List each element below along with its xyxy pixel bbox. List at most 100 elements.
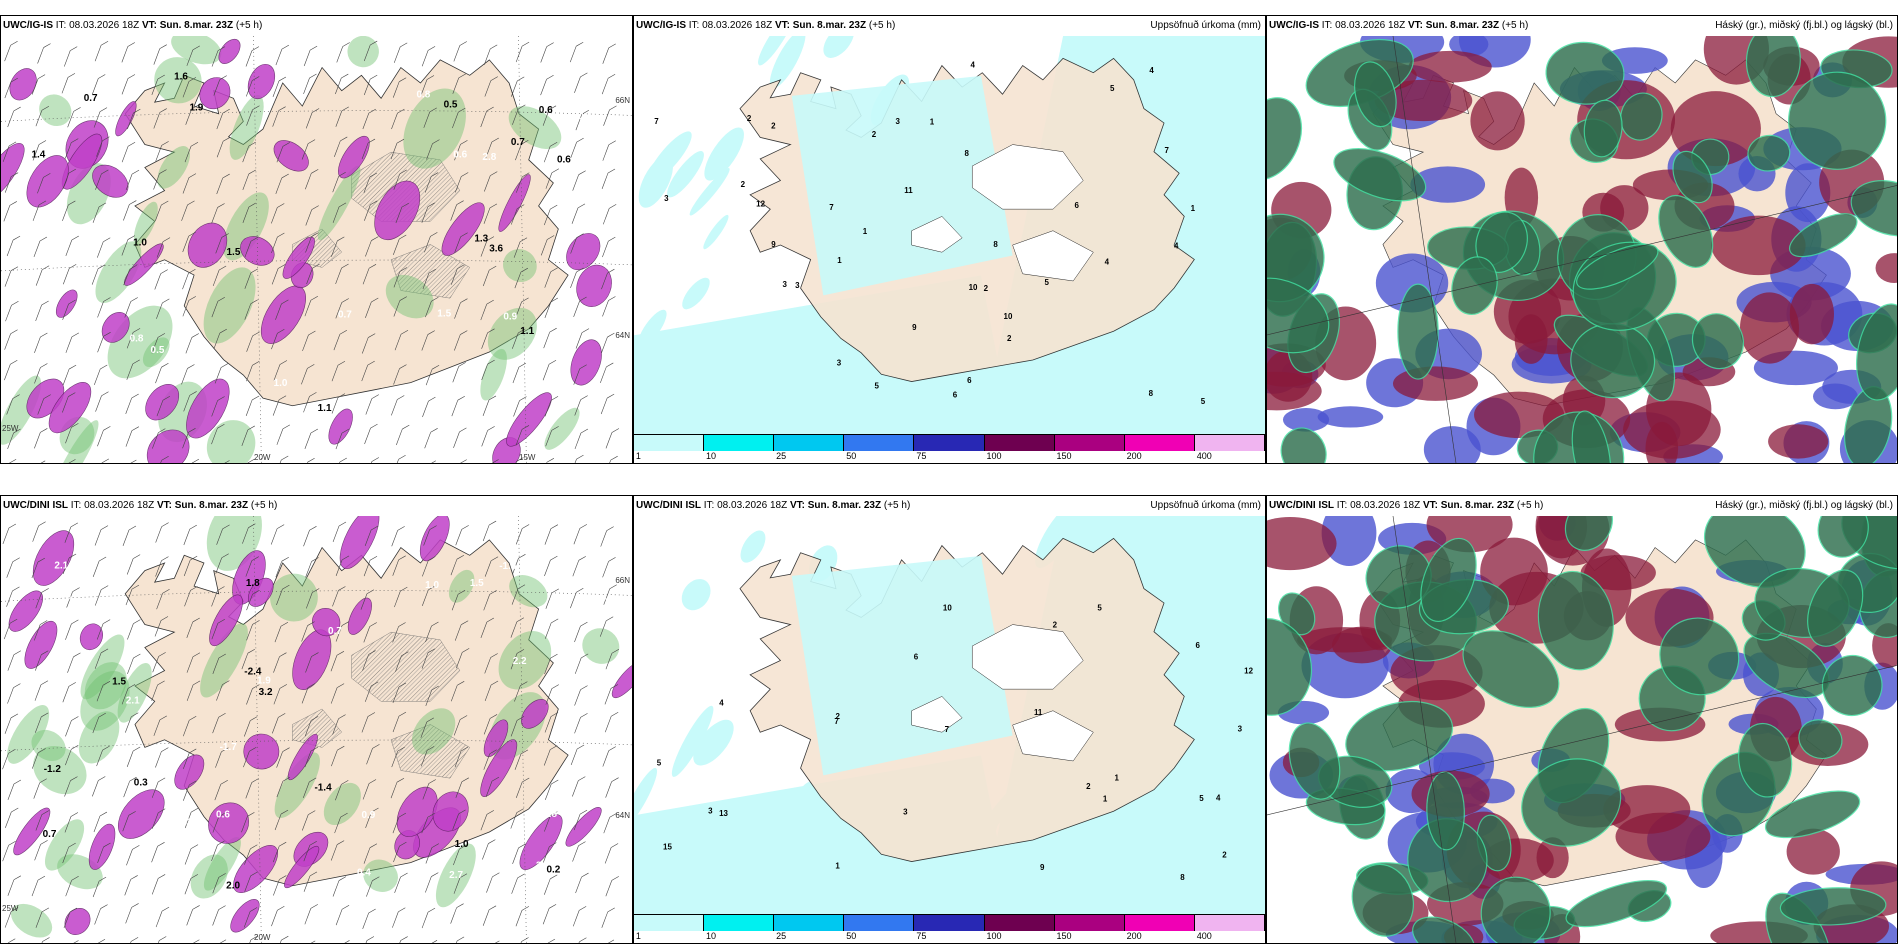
colorbar-swatch: [984, 435, 1055, 451]
boundary-line: [1392, 36, 1457, 463]
wind-barb: [393, 841, 407, 863]
value-label: -1.7: [220, 742, 238, 753]
rain-area: [582, 628, 620, 664]
wind-barb: [334, 812, 348, 834]
wind-barb: [92, 712, 106, 734]
wind-barb: [603, 105, 617, 126]
wind-barb: [183, 748, 197, 769]
wind-barb: [365, 807, 379, 829]
wind-barb: [37, 173, 51, 194]
wind-barb: [365, 236, 379, 257]
wind-barb: [271, 264, 286, 285]
rain-area: [80, 671, 130, 731]
wind-barb: [130, 459, 137, 463]
wind-barb: [64, 522, 79, 543]
wind-barb: [121, 142, 136, 163]
value-label: 1.6: [174, 72, 188, 83]
wind-barb: [211, 840, 225, 862]
wind-barb: [182, 716, 197, 737]
wind-barb: [155, 362, 169, 384]
snow-area: [208, 802, 250, 844]
wind-barb: [182, 173, 197, 194]
wind-barb: [7, 875, 22, 896]
wind-barb: [94, 904, 108, 925]
wind-barb: [274, 809, 289, 831]
wind-barb: [511, 873, 525, 894]
precip-value: 2: [1007, 334, 1012, 343]
panel-1-right: UWC/DINI ISL IT: 08.03.2026 18Z VT: Sun.…: [1266, 495, 1898, 944]
high-cloud: [1521, 758, 1622, 847]
wind-barb: [572, 841, 586, 862]
hatch-region: [390, 244, 470, 299]
mid-cloud: [1615, 812, 1711, 861]
wind-barb: [362, 108, 376, 130]
rain-area: [117, 663, 152, 723]
hatch-region: [292, 708, 343, 748]
colorbar-swatch: [1194, 435, 1265, 451]
high-cloud: [1764, 790, 1861, 839]
wind-barb: [513, 237, 528, 258]
rain-area: [203, 836, 241, 891]
wind-barb: [185, 104, 199, 125]
latitude-label: 64N: [615, 331, 630, 340]
snow-area: [55, 289, 78, 318]
wind-barb: [35, 810, 49, 831]
wind-barb: [35, 106, 50, 127]
rain-area: [403, 88, 466, 169]
wind-barb: [127, 653, 141, 675]
valid-time: VT: Sun. 8.mar. 23Z: [789, 500, 882, 511]
wind-barb: [151, 842, 165, 863]
wind-barb: [182, 231, 196, 253]
wind-barb: [34, 332, 48, 353]
wind-barb: [183, 391, 197, 412]
wind-barb: [242, 141, 256, 163]
longitude-label: 20W: [254, 933, 271, 942]
wind-barb: [600, 393, 615, 415]
wind-barb: [454, 172, 469, 193]
value-label: 0.7: [107, 393, 121, 404]
wind-barb: [574, 713, 588, 734]
colorbar-tick: 100: [986, 931, 1002, 941]
high-cloud: [1462, 630, 1560, 708]
value-label: 1.1: [520, 326, 534, 337]
precip-value: 13: [719, 809, 728, 818]
wind-barb: [124, 875, 138, 896]
wind-barb: [515, 297, 529, 318]
precip-colorbar: 1 10 25 50 75 100 150 200 400: [634, 434, 1265, 463]
wind-barb: [65, 235, 79, 257]
wind-barb: [156, 396, 171, 417]
wind-barb: [420, 75, 435, 96]
wind-barb: [396, 454, 406, 463]
rain-area: [31, 729, 66, 762]
high-cloud: [1850, 180, 1897, 237]
wind-barb: [182, 296, 196, 317]
wind-barb: [331, 393, 346, 414]
wind-barb: [544, 712, 559, 733]
wind-barb: [545, 588, 559, 609]
precip-streak: [1083, 870, 1122, 915]
wind-barb: [7, 106, 21, 128]
valid-time: VT: Sun. 8.mar. 23Z: [141, 20, 234, 31]
wind-barb: [193, 939, 200, 943]
wind-barb: [211, 423, 225, 445]
wind-barb: [155, 747, 169, 768]
wind-barb: [543, 745, 558, 766]
snow-area: [26, 155, 69, 208]
wind-barb: [216, 137, 231, 158]
colorbar-swatch: [844, 435, 915, 451]
wind-barb: [483, 749, 497, 770]
boundary-line: [1392, 516, 1457, 943]
wind-barb: [514, 267, 528, 289]
longitude-label: 15W: [519, 453, 536, 462]
wind-barb: [362, 779, 377, 800]
wind-barb: [126, 554, 141, 575]
snow-area: [339, 516, 380, 570]
wind-barb: [245, 395, 260, 416]
wind-barb: [547, 938, 556, 943]
high-cloud: [1738, 722, 1793, 798]
wind-barb: [424, 428, 438, 449]
snow-area: [101, 312, 130, 343]
low-cloud: [1813, 383, 1858, 410]
wind-barb: [304, 296, 318, 317]
wind-barb: [301, 683, 316, 704]
